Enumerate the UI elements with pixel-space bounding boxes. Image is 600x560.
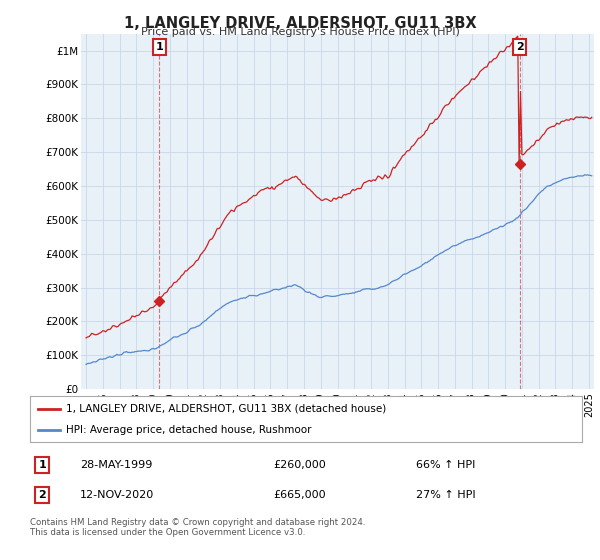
Text: 27% ↑ HPI: 27% ↑ HPI bbox=[416, 490, 476, 500]
Text: HPI: Average price, detached house, Rushmoor: HPI: Average price, detached house, Rush… bbox=[66, 425, 311, 435]
Text: 12-NOV-2020: 12-NOV-2020 bbox=[80, 490, 154, 500]
Text: 66% ↑ HPI: 66% ↑ HPI bbox=[416, 460, 476, 470]
Text: Price paid vs. HM Land Registry's House Price Index (HPI): Price paid vs. HM Land Registry's House … bbox=[140, 27, 460, 37]
Text: 1, LANGLEY DRIVE, ALDERSHOT, GU11 3BX (detached house): 1, LANGLEY DRIVE, ALDERSHOT, GU11 3BX (d… bbox=[66, 404, 386, 414]
Text: £260,000: £260,000 bbox=[273, 460, 326, 470]
Text: Contains HM Land Registry data © Crown copyright and database right 2024.
This d: Contains HM Land Registry data © Crown c… bbox=[30, 518, 365, 538]
Text: 2: 2 bbox=[516, 42, 524, 52]
Text: 2: 2 bbox=[38, 490, 46, 500]
Text: 28-MAY-1999: 28-MAY-1999 bbox=[80, 460, 152, 470]
Text: £665,000: £665,000 bbox=[273, 490, 326, 500]
Text: 1: 1 bbox=[38, 460, 46, 470]
Text: 1: 1 bbox=[155, 42, 163, 52]
Text: 1, LANGLEY DRIVE, ALDERSHOT, GU11 3BX: 1, LANGLEY DRIVE, ALDERSHOT, GU11 3BX bbox=[124, 16, 476, 31]
